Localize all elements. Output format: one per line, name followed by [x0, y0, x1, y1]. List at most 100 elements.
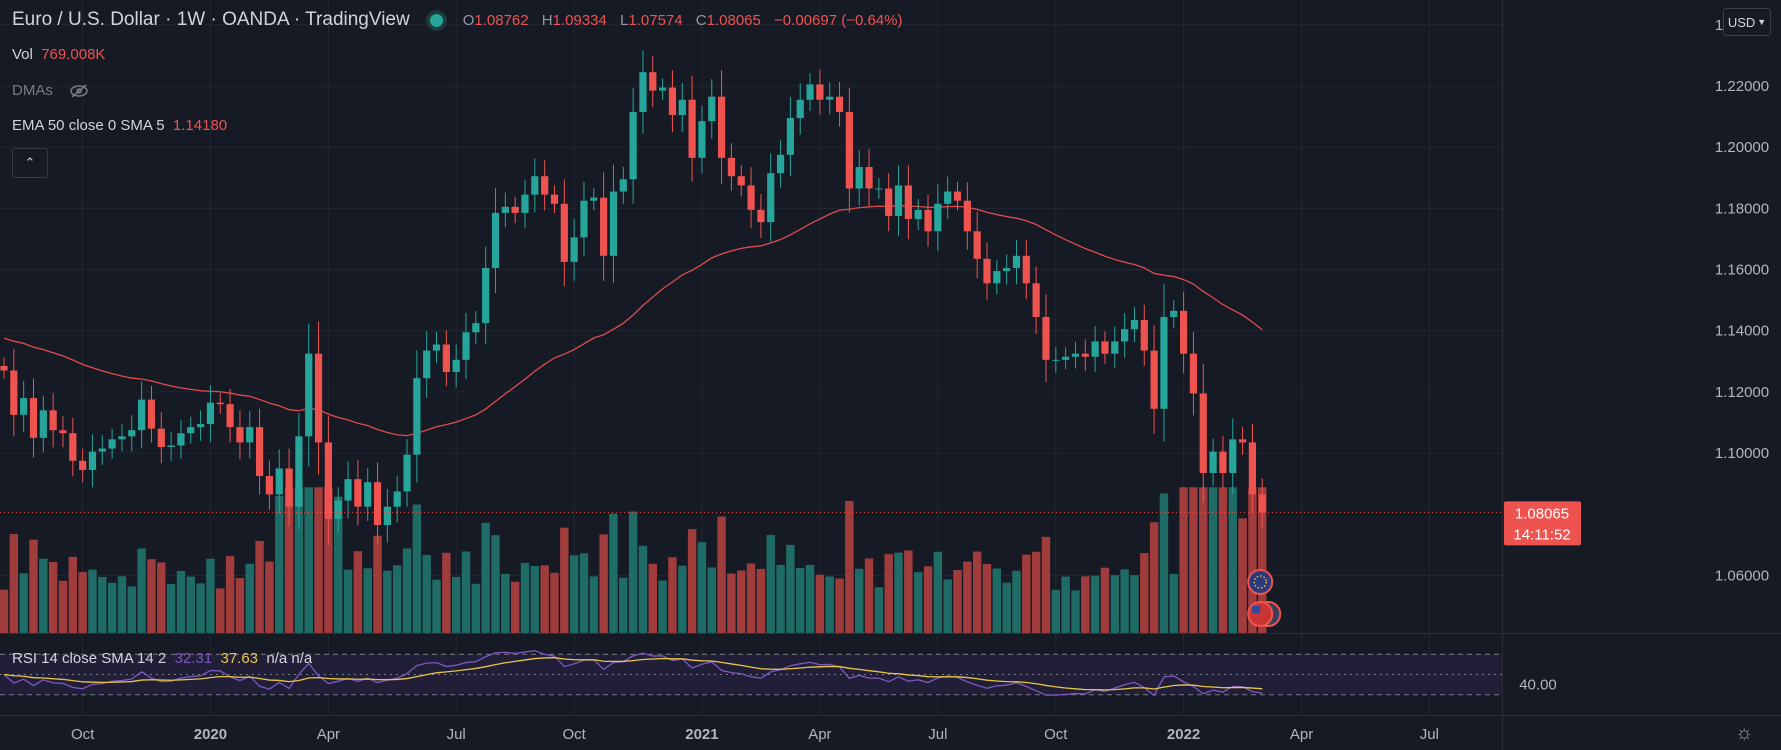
candle	[1062, 356, 1070, 360]
candle	[1042, 316, 1050, 360]
candle	[0, 365, 8, 371]
candle	[118, 436, 126, 440]
price-tick-label: 1.10000	[1715, 445, 1769, 462]
volume-bar	[923, 566, 933, 633]
volume-bar	[599, 534, 608, 633]
volume-bar	[953, 570, 962, 633]
us-flag-icon	[1247, 601, 1274, 627]
candle	[1130, 320, 1139, 330]
volume-bar	[196, 583, 205, 633]
candle	[285, 468, 293, 507]
candle	[776, 154, 785, 174]
volume-bar	[668, 557, 677, 633]
candle	[452, 359, 460, 373]
price-tick-label: 1.22000	[1715, 78, 1769, 95]
ema-legend[interactable]: EMA 50 close 0 SMA 5 1.14180	[12, 117, 227, 134]
candle	[649, 72, 657, 91]
volume-bar	[972, 551, 982, 633]
volume-bar	[39, 558, 48, 633]
gear-icon[interactable]: ☼	[1735, 722, 1754, 744]
volume-bar	[1140, 553, 1149, 633]
volume-bar	[9, 533, 19, 633]
candle	[138, 399, 146, 431]
symbol-title[interactable]: Euro / U.S. Dollar · 1W · OANDA · Tradin…	[12, 9, 410, 30]
volume-bar	[776, 564, 785, 633]
volume-bar	[451, 576, 461, 633]
currency-selector[interactable]: USD ▼	[1723, 8, 1771, 36]
volume-bar	[520, 562, 530, 633]
candle	[944, 191, 952, 204]
volume-bar	[815, 574, 825, 633]
ema-value: 1.14180	[172, 117, 228, 134]
volume-bar	[1189, 487, 1198, 633]
volume-bar	[48, 562, 58, 633]
volume-bar	[746, 563, 756, 633]
volume-bar	[1012, 570, 1021, 633]
volume-bar	[982, 564, 992, 633]
volume-bar	[402, 548, 412, 633]
time-tick-label: Oct	[71, 726, 95, 743]
currency-label: USD	[1727, 14, 1756, 30]
volume-bar	[393, 565, 402, 633]
volume-bar	[874, 587, 884, 633]
volume-bar	[619, 577, 628, 633]
rsi-legend[interactable]: RSI 14 close SMA 14 2 32.31 37.63 n/a n/…	[12, 650, 312, 667]
dmas-legend[interactable]: DMAs	[12, 82, 89, 99]
candle	[482, 268, 490, 324]
volume-bar	[943, 579, 952, 633]
candle	[816, 84, 824, 100]
candle	[963, 200, 971, 232]
volume-bar	[107, 582, 117, 633]
candle	[659, 87, 667, 91]
candle	[668, 87, 677, 116]
volume-bar	[835, 578, 844, 633]
volume-bar	[510, 581, 520, 633]
candle	[619, 179, 627, 192]
candle	[708, 96, 716, 122]
price-tick-label: 1.20000	[1715, 139, 1769, 156]
volume-bar	[1081, 576, 1090, 633]
candle	[167, 445, 175, 448]
candle	[1150, 350, 1158, 409]
candle	[314, 353, 323, 443]
volume-bar	[324, 487, 333, 633]
candle	[413, 378, 421, 455]
collapse-legend-button[interactable]: ⌃	[12, 148, 48, 178]
rsi-extra: n/a n/a	[266, 650, 313, 667]
eu-stars	[1253, 575, 1267, 589]
volume-bar	[933, 551, 943, 633]
volume-bar	[78, 572, 87, 633]
volume-bar	[550, 572, 559, 633]
time-tick-label: Apr	[808, 726, 831, 743]
volume-bar	[855, 568, 864, 633]
volume-bar	[491, 535, 500, 633]
candle	[570, 237, 578, 262]
market-status-dot[interactable]	[429, 13, 443, 27]
volume-legend[interactable]: Vol 769.008K	[12, 46, 105, 63]
volume-bar	[471, 583, 481, 633]
volume-bar	[1051, 589, 1061, 633]
volume-bar	[569, 555, 579, 633]
volume-bar	[894, 552, 903, 633]
candle	[590, 197, 598, 201]
candle	[914, 209, 922, 220]
volume-bar	[422, 554, 431, 633]
candle	[993, 271, 1001, 284]
candle	[177, 433, 185, 446]
candle	[727, 157, 736, 177]
candle	[580, 200, 588, 238]
high-value: 1.09334	[552, 11, 607, 29]
volume-bar	[638, 545, 648, 633]
candle	[403, 454, 411, 492]
chart-header: Euro / U.S. Dollar · 1W · OANDA · Tradin…	[12, 9, 902, 31]
time-tick-label: Jul	[447, 726, 466, 743]
volume-bar	[717, 516, 726, 633]
candle	[275, 468, 283, 495]
candle	[560, 203, 568, 262]
candle	[747, 185, 755, 210]
volume-bar	[658, 580, 667, 633]
eye-off-icon[interactable]	[69, 84, 89, 98]
volume-bar	[805, 564, 815, 633]
candle	[187, 427, 195, 434]
